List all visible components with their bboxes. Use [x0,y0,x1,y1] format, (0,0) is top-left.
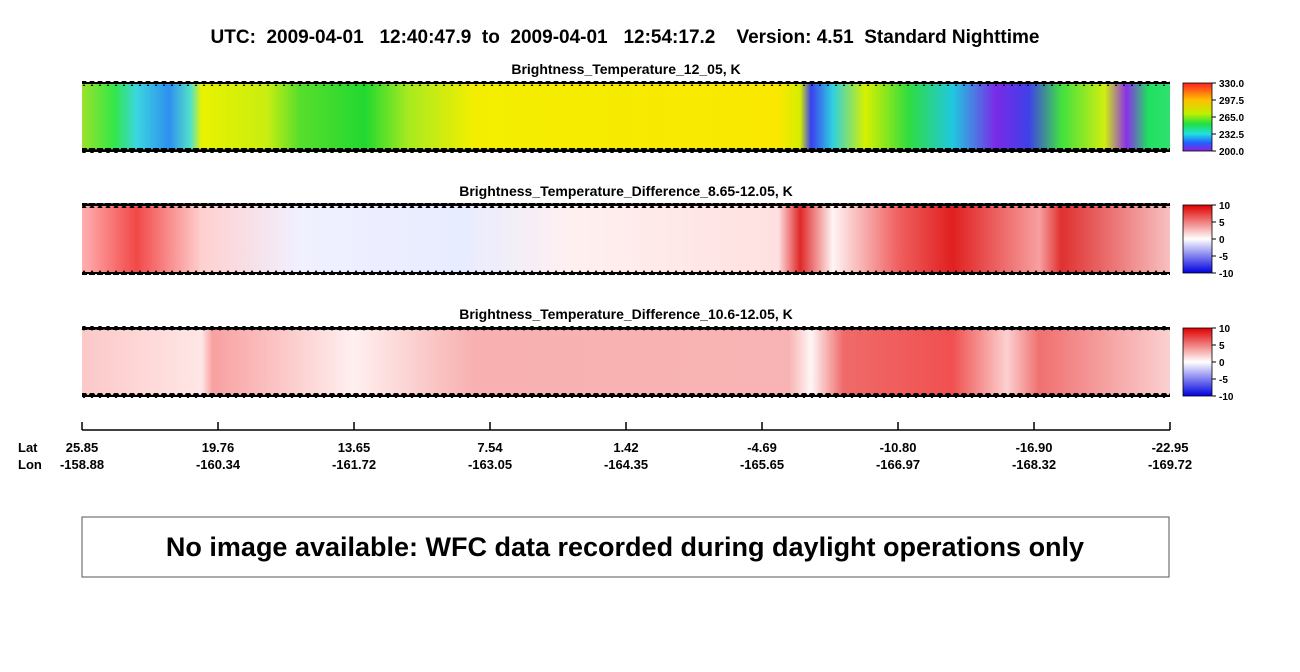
lon-value: -163.05 [468,457,512,472]
lon-value: -166.97 [876,457,920,472]
colorbar-label: -5 [1219,375,1228,386]
lon-label: Lon [18,457,42,472]
colorbar [1182,327,1213,397]
lon-value: -158.88 [60,457,104,472]
lat-value: 19.76 [202,440,235,455]
lat-value: 25.85 [66,440,99,455]
colorbar-label: 330.0 [1219,79,1244,90]
colorbar-label: 10 [1219,324,1231,335]
colorbar-label: 200.0 [1219,147,1244,158]
colorbar-label: 0 [1219,235,1225,246]
colorbar-label: 297.5 [1219,96,1244,107]
lon-value: -168.32 [1012,457,1056,472]
lon-value: -161.72 [332,457,376,472]
lat-value: -22.95 [1152,440,1189,455]
lat-value: -10.80 [880,440,917,455]
colorbar [1182,82,1213,152]
page-title: UTC: 2009-04-01 12:40:47.9 to 2009-04-01… [211,27,1040,48]
lat-value: -16.90 [1016,440,1053,455]
lon-value: -160.34 [196,457,241,472]
data-strip [82,328,1170,396]
lon-value: -164.35 [604,457,648,472]
data-strip [82,205,1170,273]
axis-ticks: 25.85 -158.88 19.76 -160.34 13.65 -161.72 7.54… [60,422,1192,472]
panel-title: Brightness_Temperature_Difference_10.6-1… [459,306,793,322]
lon-value: -165.65 [740,457,784,472]
lat-value: 7.54 [477,440,503,455]
lat-value: 1.42 [613,440,638,455]
lat-value: 13.65 [338,440,371,455]
lat-value: -4.69 [747,440,777,455]
colorbar-label: 5 [1219,341,1225,352]
notice-box [81,516,1170,578]
colorbar-label: 232.5 [1219,130,1244,141]
lat-label: Lat [18,440,38,455]
lon-value: -169.72 [1148,457,1192,472]
colorbar-label: -10 [1219,269,1234,280]
colorbar-label: -5 [1219,252,1228,263]
data-strip [82,83,1170,151]
panel-title: Brightness_Temperature_Difference_8.65-1… [459,183,793,199]
notice-text: No image available: WFC data recorded du… [166,532,1084,562]
colorbar-label: 5 [1219,218,1225,229]
colorbar-label: -10 [1219,392,1234,403]
colorbar-label: 0 [1219,358,1225,369]
panel-title: Brightness_Temperature_12_05, K [511,61,740,77]
panels: Brightness_Temperature_12_05, K 330.0 297.… [82,61,1244,403]
colorbar [1182,204,1213,274]
colorbar-label: 10 [1219,201,1231,212]
colorbar-label: 265.0 [1219,113,1244,124]
